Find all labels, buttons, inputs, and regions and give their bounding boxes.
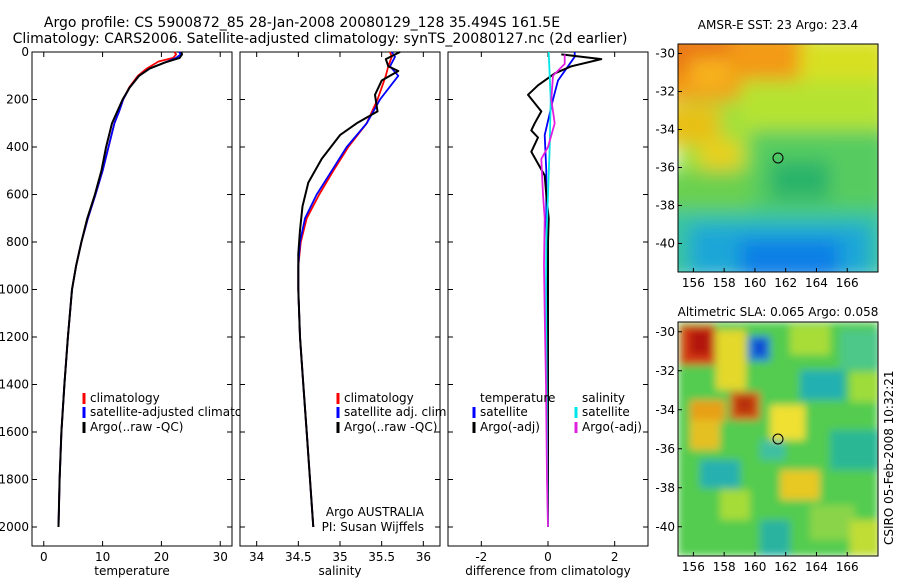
sst-heatmap	[678, 44, 878, 272]
sla_map-lat-label: -38	[655, 481, 675, 495]
sst_map-lon-label: 164	[805, 276, 828, 290]
temperature-xtick-label: 10	[95, 550, 110, 564]
sst_map-lon-label: 158	[713, 276, 736, 290]
sst_map-lat-label: -30	[655, 47, 675, 61]
salinity-panel: 34 34.5 35 35.5 36 salinity climatologysatelli…	[239, 51, 450, 578]
timestamp-side-label: CSIRO 05-Feb-2008 10:32:21	[882, 370, 896, 545]
depth-tick-label: 0	[21, 45, 29, 59]
sla-argo-location-marker	[772, 433, 784, 445]
sla-map-panel: Altimetric SLA: 0.065 Argo: 0.058	[655, 305, 879, 574]
salinity-xtick-label: 34	[249, 550, 264, 564]
sla_map-lon-label: 164	[805, 560, 828, 574]
salinity-series-argo-raw-qc-	[297, 51, 401, 528]
depth-tick-label: 1200	[0, 330, 29, 344]
sst_map-lon-label: 162	[774, 276, 797, 290]
figure-title-line1: Argo profile: CS 5900872_85 28-Jan-2008 …	[44, 15, 560, 31]
depth-tick-label: 1400	[0, 378, 29, 392]
sla_map-lon-label: 156	[682, 560, 705, 574]
difference-xlabel: difference from climatology	[465, 564, 631, 578]
sst_map-lat-label: -36	[655, 161, 675, 175]
sst_map-lon-label: 166	[836, 276, 859, 290]
sla_map-lon-label: 160	[743, 560, 766, 574]
argo-australia-label: Argo AUSTRALIA	[326, 505, 425, 519]
temperature-xtick-label: 20	[154, 550, 169, 564]
depth-tick-label: 600	[6, 188, 29, 202]
sla-heatmap	[678, 322, 878, 556]
depth-tick-label: 800	[6, 235, 29, 249]
sla_map-lat-label: -32	[655, 364, 675, 378]
salinity-plot-area	[239, 51, 441, 547]
sst-argo-location-marker	[772, 152, 784, 164]
salinity-xtick-label: 34.5	[285, 550, 312, 564]
depth-tick-label: 2000	[0, 520, 29, 534]
temperature-legend-satellite: satellite-adjusted climatology	[90, 405, 268, 419]
depth-tick-label: 1000	[0, 283, 29, 297]
depth-tick-label: 1600	[0, 425, 29, 439]
pi-label: PI: Susan Wijffels	[322, 520, 424, 534]
difference-legend-temp-satellite: satellite	[480, 405, 528, 419]
sst_map-lat-label: -40	[655, 237, 675, 251]
temperature-xtick-label: 0	[40, 550, 48, 564]
temperature-series-argo-raw-qc-	[57, 51, 183, 528]
sla_map-lon-label: 166	[836, 560, 859, 574]
difference-legend-sal-argo: Argo(-adj)	[582, 420, 642, 434]
difference-series-salinity-argo-adj-	[540, 54, 566, 528]
depth-tick-label: 200	[6, 93, 29, 107]
depth-tick-label: 1800	[0, 473, 29, 487]
temperature-legend-climatology: climatology	[90, 391, 160, 405]
temperature-plot-area	[31, 51, 233, 547]
difference-xtick-label: -2	[475, 550, 487, 564]
temperature-legend-argo: Argo(..raw -QC)	[90, 420, 183, 434]
sst_map-lon-label: 160	[743, 276, 766, 290]
salinity-xtick-label: 35.5	[368, 550, 395, 564]
sla_map-lat-label: -36	[655, 442, 675, 456]
difference-legend-temperature-title: temperature	[480, 391, 555, 405]
sla_map-lat-label: -30	[655, 325, 675, 339]
sla_map-lon-label: 158	[713, 560, 736, 574]
difference-legend-salinity-title: salinity	[582, 391, 625, 405]
salinity-legend-satellite: satellite adj. clim.	[344, 405, 450, 419]
temperature-xtick-label: 30	[213, 550, 228, 564]
sla_map-lat-label: -34	[655, 403, 675, 417]
sla-map-title: Altimetric SLA: 0.065 Argo: 0.058	[678, 305, 879, 319]
figure-title-line2: Climatology: CARS2006. Satellite-adjuste…	[13, 31, 628, 47]
sst_map-lat-label: -32	[655, 85, 675, 99]
difference-xtick-label: 0	[544, 550, 552, 564]
salinity-legend-climatology: climatology	[344, 391, 414, 405]
salinity-xlabel: salinity	[318, 564, 361, 578]
sst-map-title: AMSR-E SST: 23 Argo: 23.4	[698, 18, 858, 32]
sst_map-lat-label: -34	[655, 123, 675, 137]
sst_map-lon-label: 156	[682, 276, 705, 290]
difference-legend-sal-satellite: satellite	[582, 405, 630, 419]
temperature-xlabel: temperature	[94, 564, 169, 578]
temperature-panel: 0 10 20 30 temperature 0 200 400 600 800 1000 1200 1…	[0, 45, 268, 578]
salinity-legend-argo: Argo(..raw -QC)	[344, 420, 437, 434]
sla_map-lon-label: 162	[774, 560, 797, 574]
depth-tick-label: 400	[6, 140, 29, 154]
sst_map-lat-label: -38	[655, 199, 675, 213]
difference-xtick-label: 2	[611, 550, 619, 564]
difference-legend-temp-argo: Argo(-adj)	[480, 420, 540, 434]
salinity-xtick-label: 36	[416, 550, 431, 564]
sla_map-lat-label: -40	[655, 520, 675, 534]
salinity-xtick-label: 35	[332, 550, 347, 564]
sst-map-panel: AMSR-E SST: 23 Argo: 23.4 156 158 160 1	[655, 18, 879, 290]
